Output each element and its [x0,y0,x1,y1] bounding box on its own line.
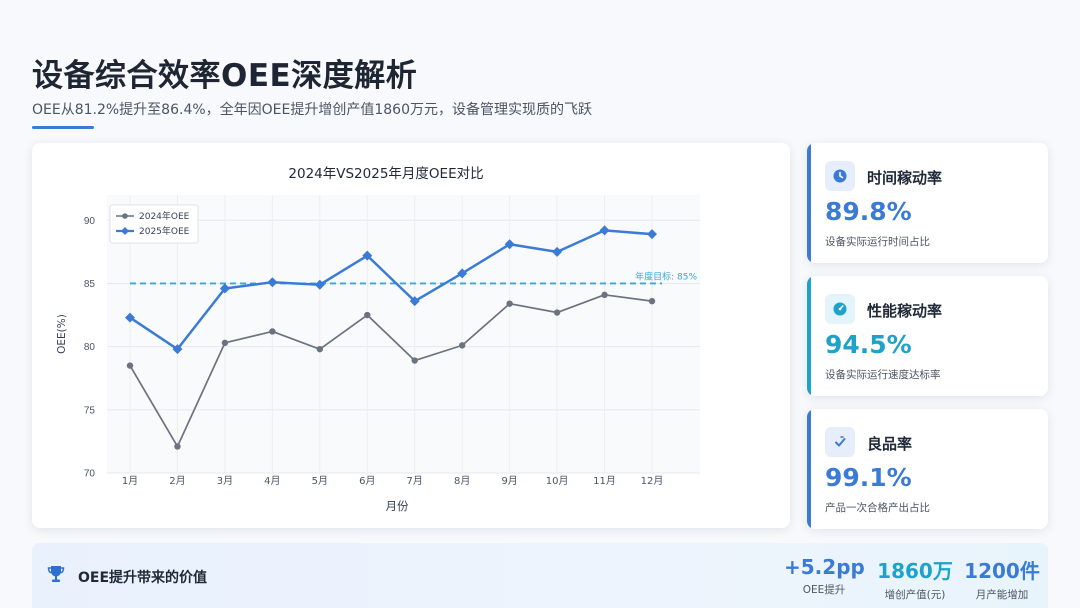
kpi-card-quality-rate: 良品率 99.1% 产品一次合格产出占比 [807,409,1048,529]
series-line [129,293,653,448]
metric-added-output: 1860万 增创产值(元) [874,555,956,602]
data-point [648,297,656,305]
data-point [601,291,608,299]
kpi-description: 设备实际运行时间占比 [825,236,930,248]
x-tick-label: 3月 [217,475,233,487]
metric-value: +5.2pp [784,555,865,579]
y-tick-label: 90 [84,216,96,227]
x-tick-label: 4月 [264,475,280,487]
metric-value: 1860万 [877,559,953,583]
target-label: 年度目标: 85% [635,270,697,282]
data-point [599,225,610,236]
data-point [174,443,181,450]
kpi-title: 时间稼动率 [867,169,943,187]
data-point [409,296,420,307]
data-point [172,344,183,355]
metric-label: 月产能增加 [975,589,1029,601]
series-line [129,229,653,351]
kpi-title: 性能稼动率 [867,302,943,320]
kpi-accent-bar [807,276,811,396]
kpi-card-time-availability: 时间稼动率 89.8% 设备实际运行时间占比 [807,143,1048,263]
x-axis-label: 月份 [386,499,409,513]
data-point [269,328,276,335]
x-tick-label: 1月 [122,475,138,487]
kpi-title: 良品率 [867,435,913,453]
data-point [362,250,373,261]
x-tick-label: 6月 [359,475,375,487]
data-point [364,311,371,319]
clock-icon [825,161,855,191]
metric-capacity-increase: 1200件 月产能增加 [964,555,1040,602]
y-tick-label: 75 [84,405,96,416]
kpi-value: 99.1% [825,463,912,492]
kpi-value: 89.8% [825,197,912,226]
data-point [411,357,418,364]
page-title: 设备综合效率OEE深度解析 [32,58,418,94]
legend-box [109,204,199,244]
data-point [552,246,563,257]
kpi-card-performance-rate: 性能稼动率 94.5% 设备实际运行速度达标率 [807,276,1048,396]
y-tick-label: 80 [84,342,96,353]
chart-title: 2024年VS2025年月度OEE对比 [288,166,483,182]
legend-label: 2025年OEE [139,225,190,237]
check-icon [825,427,855,457]
data-point [221,339,229,347]
metric-label: OEE提升 [802,584,846,596]
legend-marker [122,213,128,219]
value-summary-bar: OEE提升带来的价值 +5.2pp OEE提升 1860万 增创产值(元) 12… [32,543,1048,608]
trophy-icon [46,564,66,584]
y-tick-label: 70 [84,469,96,480]
x-tick-label: 9月 [501,475,517,487]
kpi-accent-bar [807,409,811,529]
metric-label: 增创产值(元) [884,589,946,601]
gauge-icon [825,294,855,324]
metric-value: 1200件 [964,559,1040,583]
plot-area [107,195,700,473]
kpi-description: 设备实际运行速度达标率 [825,369,941,381]
data-point [504,239,515,250]
kpi-description: 产品一次合格产出占比 [825,502,930,514]
x-tick-label: 2月 [169,475,185,487]
title-underline [32,126,94,129]
data-point [506,300,513,307]
kpi-value: 94.5% [825,330,912,359]
data-point [457,268,468,279]
page-subtitle: OEE从81.2%提升至86.4%，全年因OEE提升增创产值1860万元，设备管… [32,102,592,118]
data-point [458,342,466,349]
oee-line-chart: 70 75 80 85 90 1月 2月 3月 4月 5月 6月 7月 8月 9月 10月 11月 12月 202… [56,166,700,513]
x-tick-label: 8月 [454,475,470,487]
legend-label: 2024年OEE [139,210,190,222]
kpi-accent-bar [807,143,811,263]
value-bar-title: OEE提升带来的价值 [78,570,208,586]
y-tick-label: 85 [84,279,96,290]
data-point [126,362,134,369]
x-tick-label: 11月 [593,475,616,487]
y-axis-label: OEE(%) [56,314,68,354]
data-point [316,345,324,353]
data-point [219,283,230,294]
data-point [553,309,561,316]
x-tick-label: 7月 [407,475,423,487]
data-point [267,277,278,288]
x-tick-label: 12月 [641,475,664,487]
data-point [647,229,657,240]
data-point [314,279,325,290]
data-point [125,312,135,323]
metric-oee-increase: +5.2pp OEE提升 [784,555,865,597]
x-tick-label: 10月 [546,475,569,487]
x-tick-label: 5月 [312,475,328,487]
chart-card: 70 75 80 85 90 1月 2月 3月 4月 5月 6月 7月 8月 9月 10月 11月 12月 202… [32,143,790,528]
legend-marker [121,227,129,235]
